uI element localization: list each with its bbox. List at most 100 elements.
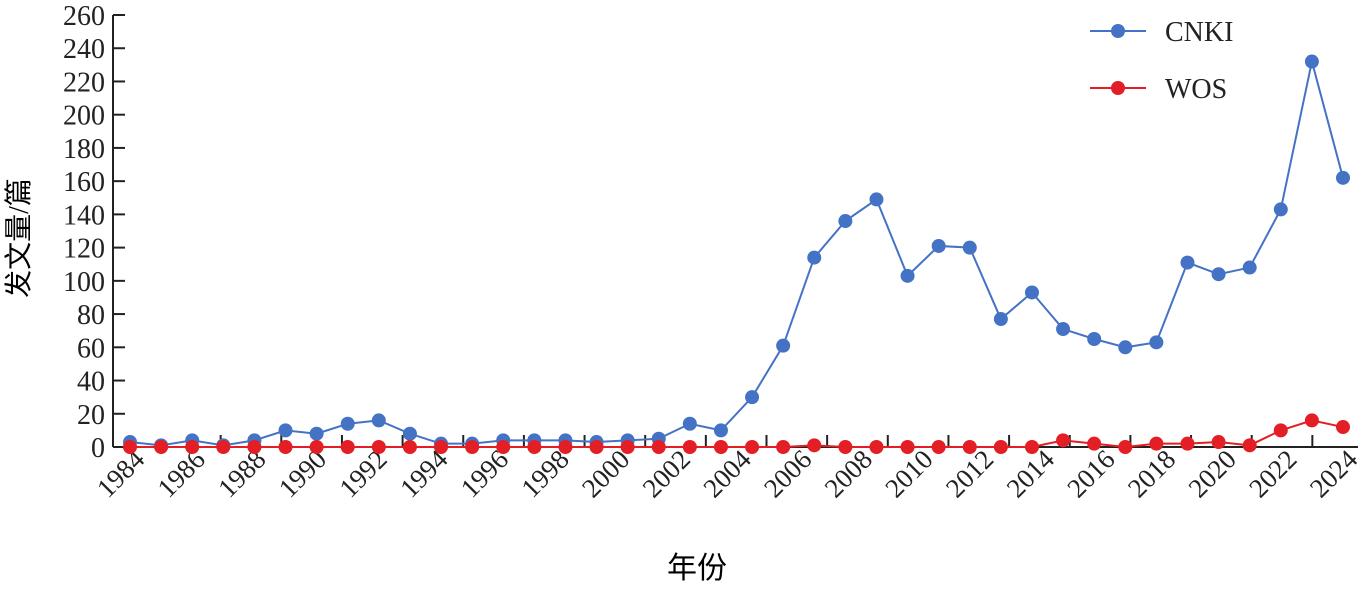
series-layer: [123, 54, 1350, 454]
wos-point: [123, 440, 137, 454]
wos-point: [900, 440, 915, 454]
y-tick-label: 140: [63, 200, 105, 231]
cnki-point: [1087, 332, 1102, 346]
cnki-point: [309, 426, 324, 441]
wos-point: [1336, 420, 1350, 435]
wos-point: [309, 440, 324, 454]
y-tick-label: 240: [63, 34, 105, 65]
wos-point: [185, 440, 200, 454]
series-cnki: [123, 54, 1350, 453]
y-axis-label: 发文量/篇: [3, 178, 35, 298]
wos-point: [1118, 440, 1133, 454]
wos-point: [216, 440, 231, 454]
y-tick-label: 160: [63, 167, 105, 198]
cnki-point: [402, 426, 417, 441]
wos-point: [558, 440, 573, 454]
y-tick-label: 260: [63, 1, 105, 32]
wos-point: [1024, 440, 1039, 454]
wos-point: [465, 440, 480, 454]
y-tick-label: 200: [63, 101, 105, 132]
cnki-point: [1056, 322, 1071, 337]
wos-point: [247, 440, 262, 454]
wos-point: [527, 440, 542, 454]
cnki-point: [1304, 54, 1319, 69]
wos-point: [589, 440, 604, 454]
cnki-point: [807, 250, 822, 265]
y-tick-label: 220: [63, 67, 105, 98]
y-tick-label: 80: [77, 300, 105, 331]
cnki-point: [1149, 335, 1164, 350]
legend-marker-cnki: [1111, 24, 1125, 38]
cnki-point: [993, 312, 1008, 327]
y-tick-label: 60: [77, 333, 105, 364]
series-wos: [123, 413, 1350, 454]
cnki-point: [1180, 255, 1195, 270]
cnki-point: [1024, 285, 1039, 300]
wos-point: [496, 440, 511, 454]
x-tick-label: 2016: [1061, 444, 1120, 503]
wos-point: [434, 440, 449, 454]
cnki-point: [962, 240, 977, 255]
y-tick-label: 0: [91, 433, 105, 464]
x-tick-label: 1990: [273, 444, 332, 503]
legend-label-wos: WOS: [1165, 74, 1227, 105]
wos-point: [278, 440, 293, 454]
y-tick-label: 100: [63, 267, 105, 298]
wos-point: [651, 440, 666, 454]
wos-point: [713, 440, 728, 454]
wos-point: [402, 440, 417, 454]
legend: CNKI WOS: [1090, 17, 1233, 105]
cnki-point: [340, 416, 355, 431]
wos-point: [682, 440, 697, 454]
wos-point: [371, 440, 386, 454]
wos-point: [776, 440, 791, 454]
x-axis-label: 年份: [667, 552, 727, 585]
cnki-point: [371, 413, 386, 428]
legend-label-cnki: CNKI: [1165, 17, 1233, 48]
wos-point: [154, 440, 169, 454]
x-tick-label: 2018: [1122, 444, 1181, 503]
y-tick-label: 180: [63, 134, 105, 165]
wos-point: [1056, 433, 1071, 448]
legend-marker-wos: [1111, 81, 1125, 95]
cnki-point: [1242, 260, 1257, 275]
wos-point: [1180, 436, 1195, 451]
cnki-point: [278, 423, 293, 438]
wos-point: [620, 440, 635, 454]
wos-point: [1149, 436, 1164, 451]
wos-point: [993, 440, 1008, 454]
cnki-point: [838, 214, 853, 229]
wos-point: [340, 440, 355, 454]
x-tick-label: 2020: [1183, 444, 1242, 503]
cnki-point: [713, 423, 728, 438]
wos-point: [869, 440, 884, 454]
cnki-line: [129, 61, 1344, 447]
wos-point: [1242, 438, 1257, 453]
cnki-point: [776, 338, 791, 353]
y-tick-label: 20: [77, 400, 105, 431]
cnki-point: [931, 238, 946, 253]
wos-point: [1273, 423, 1288, 438]
wos-point: [962, 440, 977, 454]
cnki-point: [1211, 267, 1226, 282]
wos-point: [838, 440, 853, 454]
wos-point: [1304, 413, 1319, 428]
wos-point: [1087, 436, 1102, 451]
wos-point: [807, 438, 822, 453]
x-tick-label: 1992: [333, 444, 392, 503]
wos-point: [1211, 435, 1226, 450]
y-tick-label: 40: [77, 367, 105, 398]
wos-line: [130, 419, 1344, 449]
x-tick-label: 2024: [1304, 444, 1361, 504]
cnki-point: [900, 268, 915, 283]
cnki-point: [869, 192, 884, 207]
cnki-point: [1273, 202, 1288, 217]
wos-point: [745, 440, 760, 454]
wos-point: [931, 440, 946, 454]
cnki-point: [1336, 170, 1350, 185]
x-tick-label: 2022: [1243, 444, 1302, 503]
cnki-point: [745, 390, 760, 405]
x-tick-label: 2006: [758, 444, 817, 503]
y-tick-label: 120: [63, 234, 105, 265]
